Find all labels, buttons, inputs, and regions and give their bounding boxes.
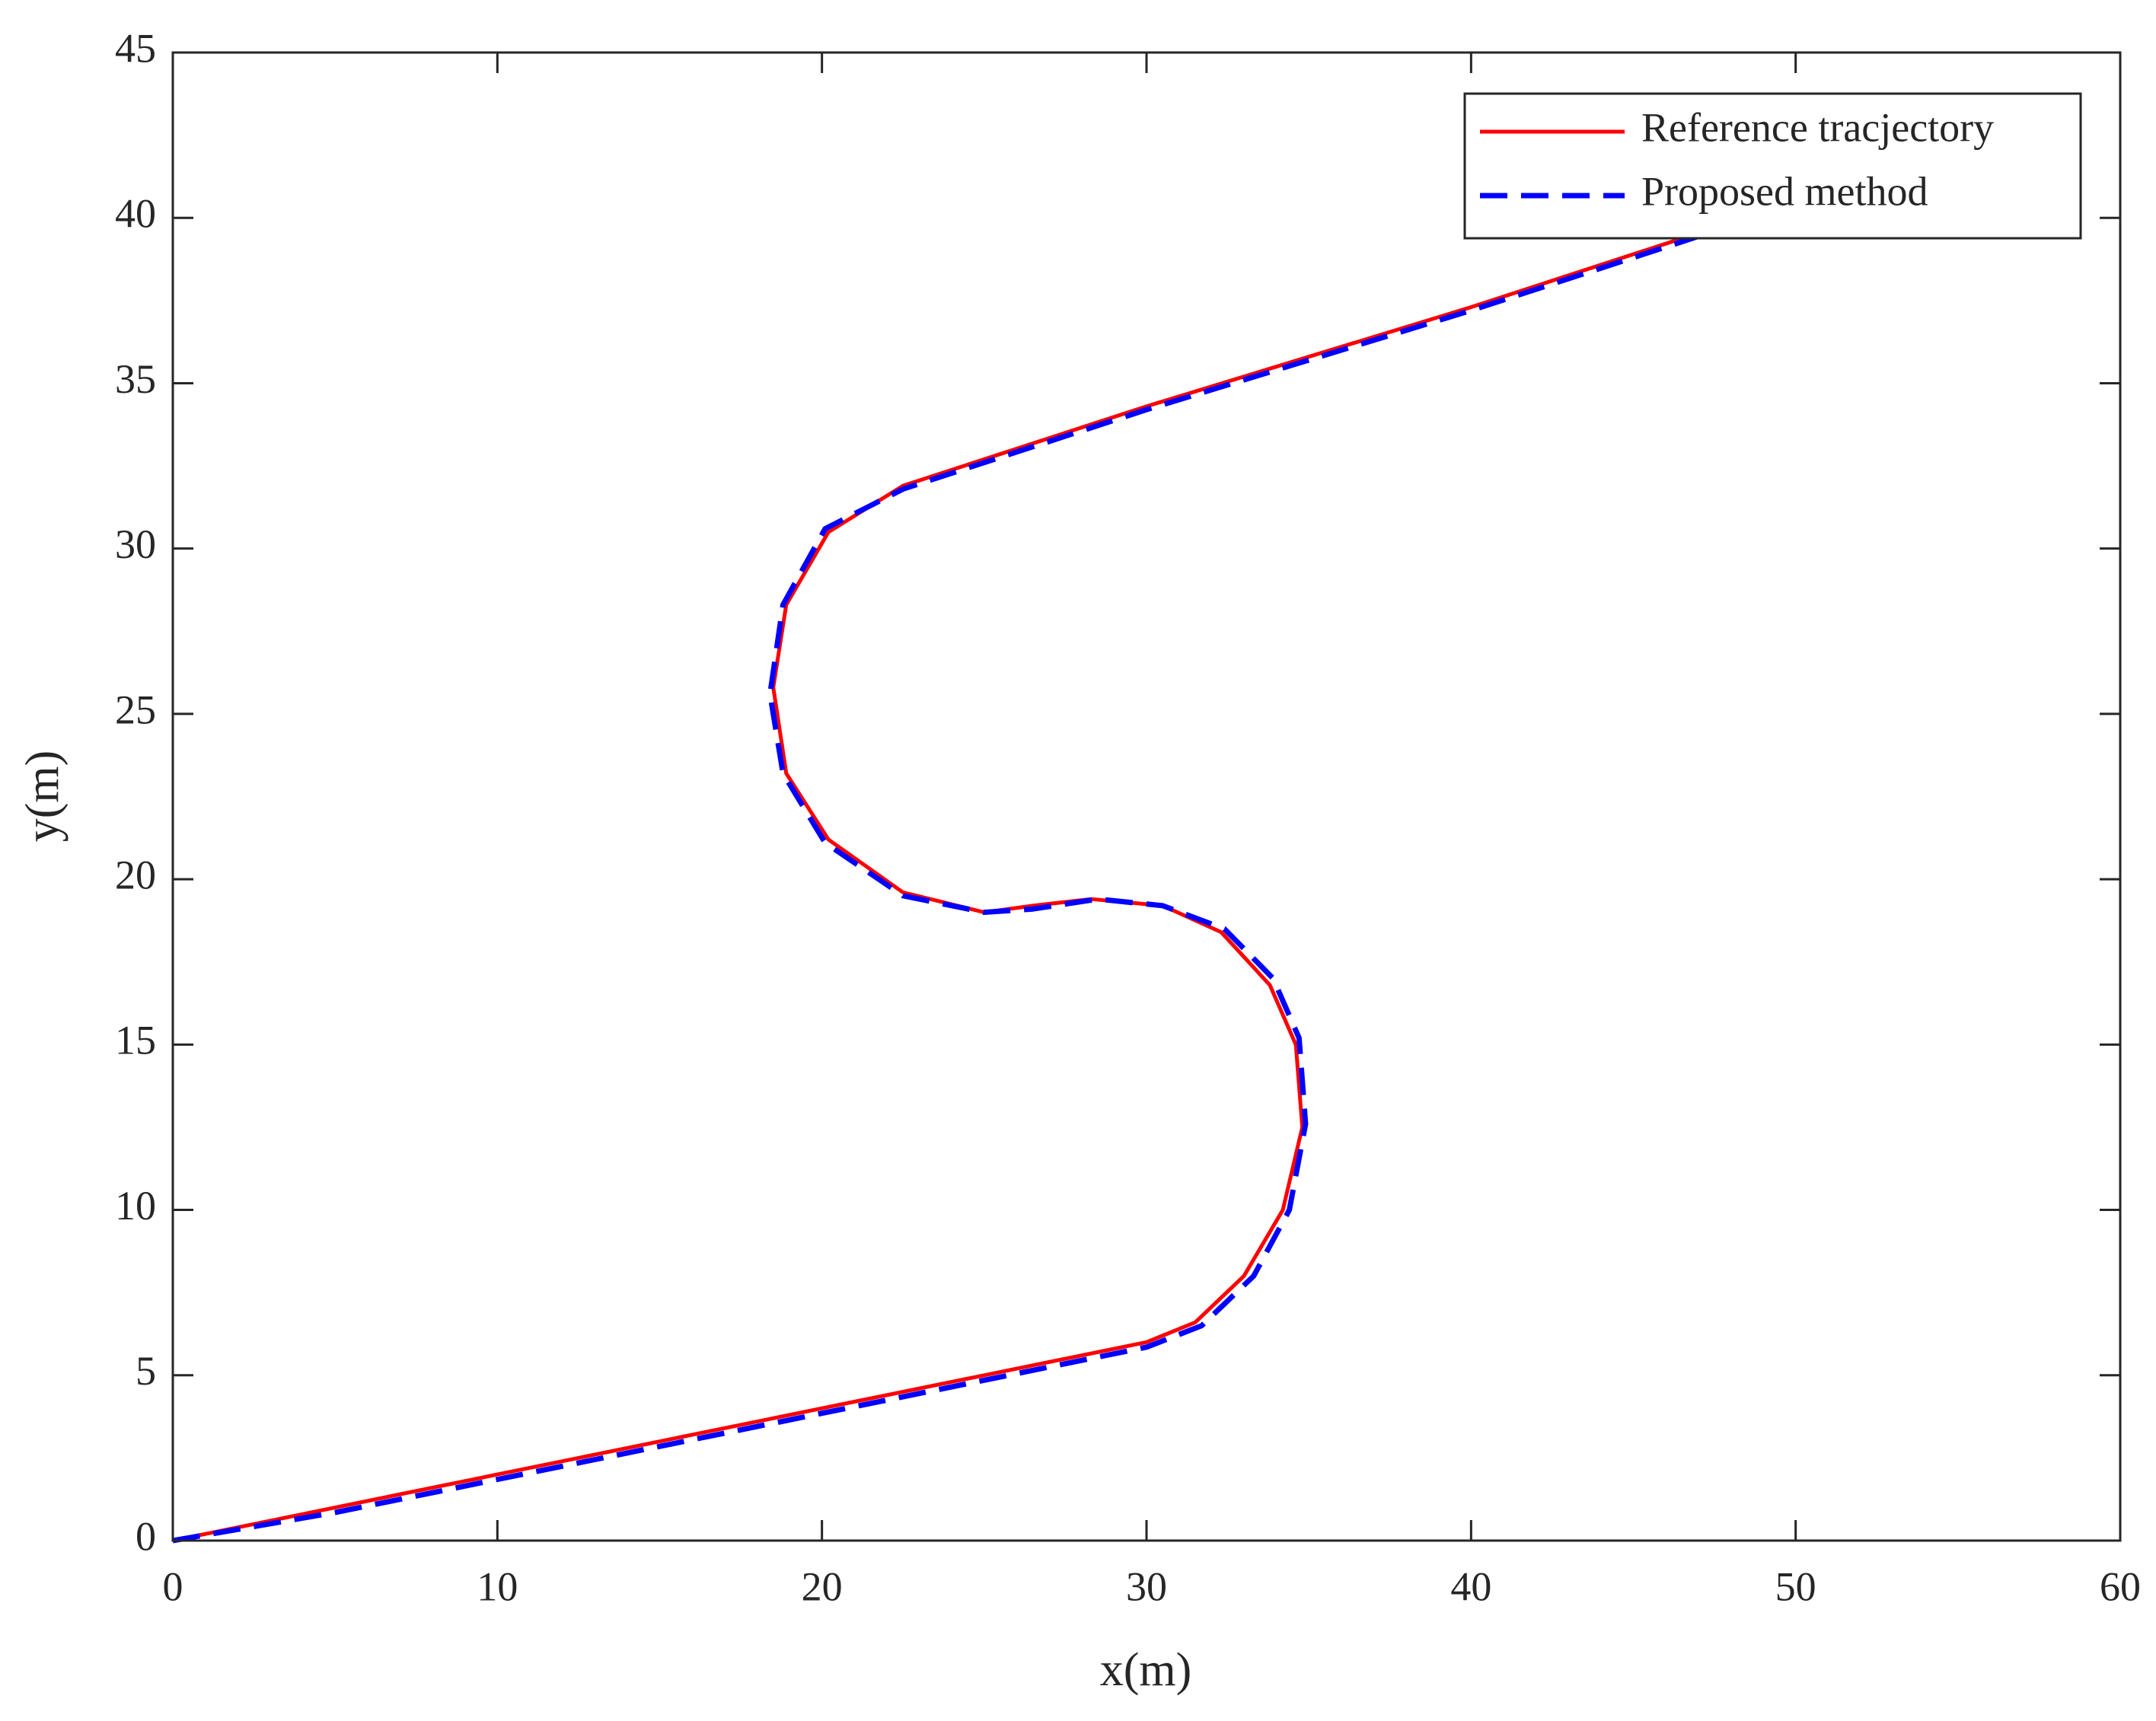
y-tick-label: 10 [115,1183,156,1229]
y-tick-label: 5 [136,1348,156,1394]
y-tick-label: 20 [115,853,156,898]
y-tick-label: 40 [115,191,156,237]
x-tick-label: 10 [477,1563,518,1609]
legend-box [1463,92,2082,240]
legend-label: Proposed method [1641,168,1928,214]
y-tick-label: 30 [115,521,156,567]
y-tick-label: 15 [115,1018,156,1063]
x-axis-label: x(m) [1100,1644,1192,1696]
y-tick-label: 35 [115,356,156,402]
x-tick-label: 60 [2100,1563,2141,1609]
legend-label: Reference tracjectory [1641,104,1994,150]
x-tick-label: 40 [1450,1563,1491,1609]
x-tick-label: 0 [163,1563,183,1609]
y-tick-label: 45 [115,25,156,71]
y-tick-label: 0 [136,1513,156,1559]
series-line [172,228,1716,1544]
y-axis-label: y(m) [17,751,69,843]
x-tick-label: 30 [1126,1563,1167,1609]
x-tick-label: 50 [1775,1563,1816,1609]
x-tick-label: 20 [802,1563,843,1609]
y-tick-label: 25 [115,687,156,732]
